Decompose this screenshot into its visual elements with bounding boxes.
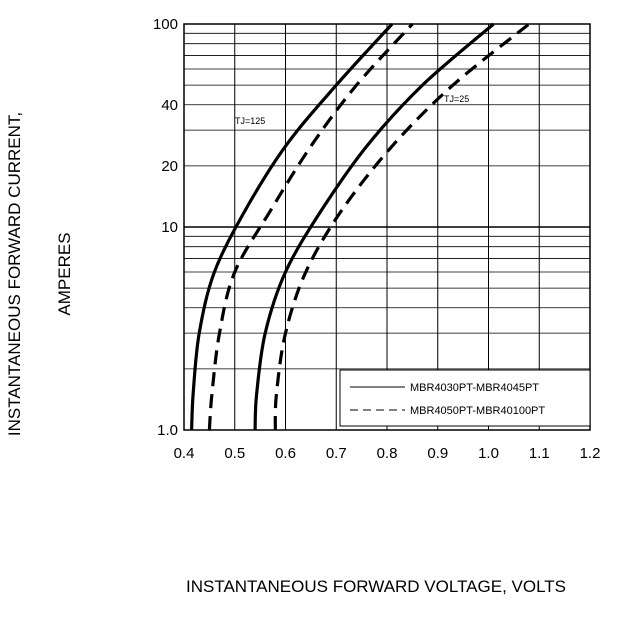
x-axis-label: INSTANTANEOUS FORWARD VOLTAGE, VOLTS [186, 577, 566, 596]
y-tick-label: 10 [161, 219, 178, 236]
series-curve-4-dashed [273, 22, 531, 431]
series-curve-1-solid [190, 22, 394, 431]
x-tick-label: 1.1 [529, 445, 550, 462]
grid [183, 23, 591, 431]
legend-label-solid: MBR4030PT-MBR4045PT [410, 382, 539, 394]
tick-labels: 0.4 0.5 0.6 0.7 0.8 0.9 1.0 1.1 1.2 1.0 10 20 40 100 [153, 16, 600, 462]
x-tick-label: 1.0 [478, 445, 499, 462]
series-layer [190, 22, 531, 431]
y-tick-label: 40 [161, 97, 178, 114]
y-axis-label-line-1: INSTANTANEOUS FORWARD CURRENT, [5, 112, 24, 436]
y-tick-label: 100 [153, 16, 178, 33]
legend: MBR4030PT-MBR4045PT MBR4050PT-MBR40100PT [339, 369, 591, 427]
x-tick-label: 0.7 [326, 445, 347, 462]
series-curve-3-solid [253, 22, 495, 431]
y-axis-label-line-2: AMPERES [55, 232, 74, 315]
x-tick-label: 0.6 [275, 445, 296, 462]
legend-box [339, 369, 591, 427]
y-tick-label: 1.0 [157, 422, 178, 439]
legend-label-dashed: MBR4050PT-MBR40100PT [410, 405, 545, 417]
annotation-tj125: TJ=125 [235, 116, 265, 126]
y-tick-label: 20 [161, 158, 178, 175]
plot-frame [183, 23, 591, 431]
x-tick-label: 0.9 [427, 445, 448, 462]
annotation-tj25: TJ=25 [444, 94, 469, 104]
series-curve-2-dashed [207, 22, 414, 431]
x-tick-label: 1.2 [580, 445, 601, 462]
x-tick-label: 0.8 [377, 445, 398, 462]
x-tick-label: 0.4 [174, 445, 195, 462]
x-tick-label: 0.5 [224, 445, 245, 462]
